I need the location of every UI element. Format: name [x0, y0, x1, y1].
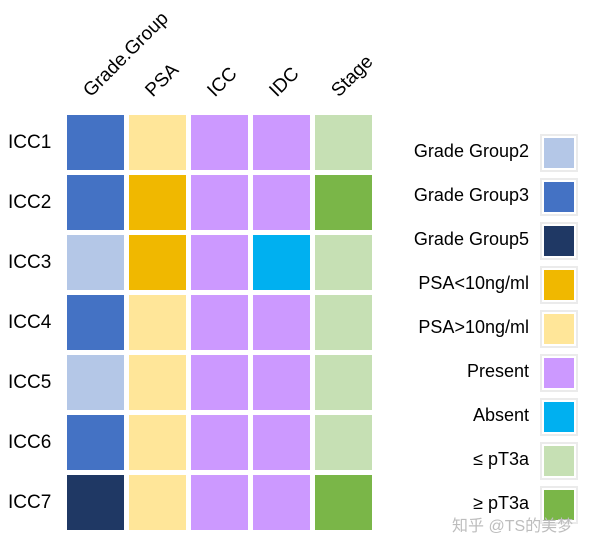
legend-swatch	[540, 354, 578, 392]
heatmap-cell	[191, 115, 248, 170]
heatmap-cell	[67, 235, 124, 290]
heatmap-cell	[129, 475, 186, 530]
legend-label: PSA>10ng/ml	[418, 317, 529, 337]
legend-label: PSA<10ng/ml	[418, 273, 529, 293]
legend-swatch	[540, 486, 578, 524]
heatmap-cell	[67, 415, 124, 470]
heatmap-cell	[67, 115, 124, 170]
heatmap-cell	[191, 235, 248, 290]
heatmap-cell	[253, 415, 310, 470]
heatmap-cell	[253, 115, 310, 170]
row-label: ICC5	[8, 372, 52, 393]
heatmap-cell	[129, 295, 186, 350]
legend-item: Grade Group3	[380, 176, 590, 216]
legend-swatch	[540, 134, 578, 172]
heatmap-cell	[129, 115, 186, 170]
heatmap-cell	[191, 295, 248, 350]
row-label: ICC7	[8, 492, 52, 513]
heatmap-cell	[315, 415, 372, 470]
legend-item: Grade Group5	[380, 220, 590, 260]
row-label: ICC4	[8, 312, 52, 333]
heatmap-cell	[253, 355, 310, 410]
heatmap-cell	[191, 415, 248, 470]
heatmap-cell	[67, 355, 124, 410]
heatmap-cell	[253, 475, 310, 530]
row-label: ICC2	[8, 192, 52, 213]
legend-label: Grade Group5	[413, 229, 529, 249]
legend-label: ≤ pT3a	[473, 449, 529, 469]
row-label: ICC3	[8, 252, 52, 273]
heatmap-cell	[315, 295, 372, 350]
heatmap-cell	[129, 415, 186, 470]
heatmap-cell	[129, 235, 186, 290]
heatmap-cell	[253, 175, 310, 230]
heatmap-cell	[129, 175, 186, 230]
legend-swatch	[540, 310, 578, 348]
legend-label: Absent	[472, 405, 529, 425]
legend-swatch	[540, 178, 578, 216]
heatmap-cell	[129, 355, 186, 410]
heatmap-cell	[315, 235, 372, 290]
legend-label: ≥ pT3a	[473, 493, 529, 513]
legend-item: ≤ pT3a	[380, 440, 590, 480]
heatmap-cell	[191, 175, 248, 230]
heatmap-cell	[315, 115, 372, 170]
heatmap-cell	[253, 235, 310, 290]
heatmap-cell	[67, 295, 124, 350]
heatmap-cell	[67, 175, 124, 230]
legend-label: Present	[466, 361, 529, 381]
legend-item: PSA>10ng/ml	[380, 308, 590, 348]
legend-swatch	[540, 222, 578, 260]
heatmap-cell	[315, 475, 372, 530]
legend-item: ≥ pT3a	[380, 484, 590, 524]
legend-swatch	[540, 398, 578, 436]
legend-label: Grade Group2	[413, 141, 529, 161]
heatmap-cell	[191, 475, 248, 530]
heatmap-cell	[253, 295, 310, 350]
row-label: ICC1	[8, 132, 52, 153]
legend-item: PSA<10ng/ml	[380, 264, 590, 304]
legend-item: Present	[380, 352, 590, 392]
heatmap-cell	[191, 355, 248, 410]
legend-swatch	[540, 266, 578, 304]
legend-label: Grade Group3	[413, 185, 529, 205]
row-label: ICC6	[8, 432, 52, 453]
heatmap-cell	[315, 175, 372, 230]
legend-swatch	[540, 442, 578, 480]
legend-item: Grade Group2	[380, 132, 590, 172]
watermark: 知乎 @TS的美梦	[452, 518, 574, 535]
heatmap-cell	[67, 475, 124, 530]
legend-item: Absent	[380, 396, 590, 436]
heatmap-cell	[315, 355, 372, 410]
